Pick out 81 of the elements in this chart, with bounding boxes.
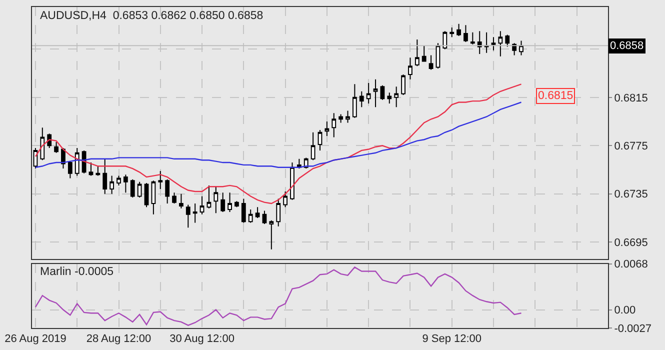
candlestick bbox=[484, 32, 489, 54]
candlestick bbox=[359, 90, 364, 108]
candlestick bbox=[380, 84, 385, 100]
candlestick bbox=[165, 178, 170, 204]
candlestick bbox=[228, 192, 232, 212]
candlestick bbox=[186, 204, 190, 228]
candlestick bbox=[505, 34, 510, 48]
candlestick bbox=[200, 196, 204, 215]
candlestick bbox=[248, 209, 253, 224]
chart-title: AUDUSD,H4 0.6853 0.6862 0.6850 0.6858 bbox=[40, 10, 264, 22]
candlestick bbox=[255, 206, 260, 218]
candlestick bbox=[450, 27, 454, 38]
candlestick bbox=[283, 190, 288, 208]
candlestick bbox=[172, 192, 176, 204]
y-tick-label: -0.0027 bbox=[614, 322, 652, 335]
y-tick-label: 0.6735 bbox=[614, 188, 648, 201]
candlestick bbox=[110, 175, 114, 194]
candlestick bbox=[422, 45, 426, 62]
candlestick bbox=[366, 82, 371, 104]
candlestick bbox=[116, 175, 121, 186]
line-series bbox=[34, 102, 522, 168]
candlestick bbox=[324, 121, 330, 137]
x-tick-label: 30 Aug 12:00 bbox=[170, 333, 234, 346]
candlestick bbox=[352, 84, 357, 118]
candlestick bbox=[310, 132, 316, 161]
candlestick bbox=[88, 162, 94, 176]
y-tick-label: 0.00 bbox=[614, 304, 636, 317]
y-tick-label: 0.0068 bbox=[614, 258, 648, 271]
text: 0.6815 bbox=[538, 90, 574, 102]
candlestick bbox=[96, 166, 100, 176]
line-series bbox=[34, 266, 522, 326]
candlestick bbox=[318, 129, 322, 151]
ref-line-label: 0.6858 bbox=[610, 40, 644, 52]
candlestick bbox=[428, 54, 434, 70]
x-tick-label: 28 Aug 12:00 bbox=[86, 333, 152, 346]
candlestick bbox=[74, 148, 80, 176]
candlestick bbox=[442, 30, 448, 50]
candlestick bbox=[276, 198, 281, 227]
candlestick bbox=[373, 78, 378, 108]
candlestick bbox=[401, 74, 406, 96]
candlestick bbox=[346, 110, 350, 124]
candlestick bbox=[464, 24, 468, 42]
y-tick-label: 0.6815 bbox=[614, 92, 648, 104]
candlestick bbox=[220, 192, 226, 212]
chart-title: Marlin -0.0005 bbox=[40, 266, 114, 278]
candlestick bbox=[262, 210, 267, 225]
candlestick bbox=[151, 180, 156, 215]
candlestick bbox=[414, 39, 420, 67]
line-series bbox=[34, 84, 522, 204]
candlestick bbox=[332, 112, 336, 138]
x-tick-label: 9 Sep 12:00 bbox=[422, 333, 482, 346]
candlestick bbox=[394, 86, 399, 108]
y-tick-label: 0.6695 bbox=[614, 236, 648, 249]
candlestick bbox=[241, 198, 246, 224]
candlestick bbox=[123, 174, 128, 194]
candlestick bbox=[130, 178, 135, 198]
candlestick bbox=[470, 32, 475, 45]
candlestick bbox=[214, 186, 218, 214]
candlestick bbox=[491, 36, 496, 51]
candlestick bbox=[192, 203, 198, 224]
candlestick bbox=[456, 23, 461, 36]
candlestick bbox=[290, 162, 294, 200]
candlestick bbox=[54, 142, 58, 154]
candlestick bbox=[234, 200, 239, 208]
candlestick bbox=[158, 170, 163, 190]
candlestick bbox=[68, 160, 72, 179]
candlestick bbox=[519, 40, 524, 56]
y-tick-label: 0.6775 bbox=[614, 140, 648, 152]
candlestick bbox=[477, 30, 482, 55]
candlestick bbox=[498, 30, 503, 57]
candlestick bbox=[408, 57, 412, 80]
candlestick bbox=[102, 158, 108, 194]
candlestick bbox=[338, 114, 344, 124]
candlestick bbox=[179, 193, 184, 209]
candlestick bbox=[206, 184, 212, 209]
candlestick bbox=[269, 220, 274, 250]
candlestick bbox=[144, 182, 149, 208]
candlestick bbox=[387, 92, 392, 104]
x-tick-label: 26 Aug 2019 bbox=[4, 333, 66, 346]
candlestick bbox=[40, 127, 45, 161]
candlestick bbox=[137, 181, 142, 198]
